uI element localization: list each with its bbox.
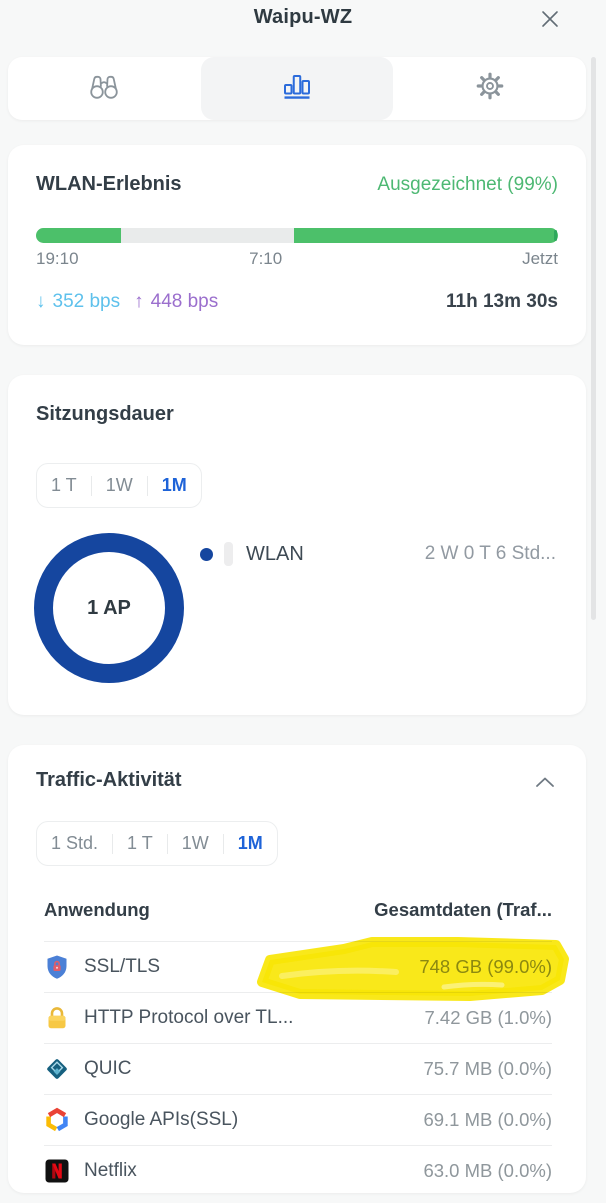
table-row[interactable]: SSL/TLS 748 GB (99.0%): [44, 941, 552, 992]
traffic-range-selector: 1 Std. 1 T 1W 1M: [36, 821, 278, 866]
quic-icon: [44, 1056, 70, 1082]
bar-chart-icon: [282, 72, 312, 105]
application-name: QUIC: [84, 1058, 132, 1079]
session-range-1t[interactable]: 1 T: [51, 475, 77, 495]
traffic-range-1m[interactable]: 1M: [237, 833, 263, 853]
application-name: SSL/TLS: [84, 956, 161, 977]
session-duration-value: 11h 13m 30s: [446, 291, 558, 312]
netflix-icon: [44, 1158, 70, 1184]
table-row[interactable]: Netflix 63.0 MB (0.0%): [44, 1145, 552, 1196]
application-name: Netflix: [84, 1160, 137, 1181]
traffic-table: SSL/TLS 748 GB (99.0%) HTTP Protocol over …: [44, 941, 552, 1196]
divider: [112, 833, 114, 854]
traffic-activity-card: Traffic-Aktivität 1 Std. 1 T 1W 1M Anwendun…: [8, 745, 586, 1193]
application-total-data: 75.7 MB (0.0%): [423, 1058, 552, 1079]
timeline-labels: 19:10 7:10 Jetzt: [36, 249, 558, 271]
timeline-start-label: 19:10: [36, 249, 79, 268]
application-name: HTTP Protocol over TL...: [84, 1007, 294, 1028]
download-arrow-icon: ↓: [36, 291, 46, 312]
traffic-range-1std[interactable]: 1 Std.: [51, 833, 99, 853]
tab-settings[interactable]: [393, 57, 586, 120]
timeline-segment: [294, 228, 558, 243]
traffic-card-title: Traffic-Aktivität: [36, 769, 182, 791]
session-card-title: Sitzungsdauer: [36, 403, 174, 425]
padlock-icon: [44, 1005, 70, 1031]
divider: [146, 475, 148, 496]
divider: [166, 833, 168, 854]
wlan-experience-card: WLAN-Erlebnis Ausgezeichnet (99%) 19:10 …: [8, 145, 586, 345]
table-row[interactable]: HTTP Protocol over TL... 7.42 GB (1.0%): [44, 992, 552, 1043]
close-icon[interactable]: [538, 7, 562, 31]
donut-center-label: 1 AP: [87, 596, 131, 619]
upload-value: 448 bps: [150, 291, 219, 312]
column-header-application: Anwendung: [44, 899, 150, 920]
application-total-data: 63.0 MB (0.0%): [423, 1160, 552, 1181]
timeline-end-label: Jetzt: [522, 249, 558, 268]
wlan-card-title: WLAN-Erlebnis: [36, 173, 182, 195]
legend-item-wlan[interactable]: WLAN 2 W 0 T 6 Std...: [200, 539, 556, 569]
application-name: Google APIs(SSL): [84, 1109, 239, 1130]
ap-device-icon: [224, 542, 233, 566]
upload-arrow-icon: ↑: [134, 291, 144, 312]
legend-dot-icon: [200, 547, 213, 561]
table-row[interactable]: QUIC 75.7 MB (0.0%): [44, 1043, 552, 1094]
download-rate: ↓ 352 bps: [36, 291, 120, 313]
upload-rate: ↑ 448 bps: [134, 291, 218, 313]
tab-statistics[interactable]: [200, 57, 394, 120]
chevron-up-icon[interactable]: [534, 775, 556, 791]
session-range-1w[interactable]: 1W: [105, 475, 133, 495]
application-total-data: 748 GB (99.0%): [419, 956, 552, 977]
page-title: Waipu-WZ: [253, 6, 353, 28]
ap-donut-chart: 1 AP: [34, 533, 184, 683]
traffic-range-1w[interactable]: 1W: [181, 833, 209, 853]
session-range-selector: 1 T 1W 1M: [36, 463, 202, 508]
scrollbar-thumb[interactable]: [591, 57, 596, 620]
timeline-segment: [36, 228, 121, 243]
divider: [90, 475, 92, 496]
timeline-mid-label: 7:10: [249, 249, 283, 268]
gear-icon: [474, 70, 506, 107]
column-header-total-data: Gesamtdaten (Traf...: [374, 899, 552, 920]
ssl-shield-icon: [44, 954, 70, 980]
traffic-range-1t[interactable]: 1 T: [127, 833, 153, 853]
binoculars-icon: [87, 71, 121, 106]
wlan-status-badge: Ausgezeichnet (99%): [377, 174, 558, 195]
application-total-data: 7.42 GB (1.0%): [424, 1007, 552, 1028]
google-apis-icon: [44, 1107, 70, 1133]
session-duration-card: Sitzungsdauer 1 T 1W 1M 1 AP WLAN 2 W 0 T …: [8, 375, 586, 715]
wlan-timeline: [36, 228, 558, 243]
tab-discover[interactable]: [8, 57, 201, 120]
session-range-1m[interactable]: 1M: [161, 475, 187, 495]
timeline-segment: [120, 228, 295, 243]
traffic-table-header: Anwendung Gesamtdaten (Traf...: [44, 899, 552, 921]
legend-name: WLAN: [246, 542, 304, 565]
download-value: 352 bps: [52, 291, 121, 312]
table-row[interactable]: Google APIs(SSL) 69.1 MB (0.0%): [44, 1094, 552, 1145]
legend-value: 2 W 0 T 6 Std...: [424, 543, 556, 564]
timeline-now-tick: [554, 230, 557, 241]
divider: [222, 833, 224, 854]
tab-bar: [8, 57, 586, 120]
application-total-data: 69.1 MB (0.0%): [423, 1109, 552, 1130]
